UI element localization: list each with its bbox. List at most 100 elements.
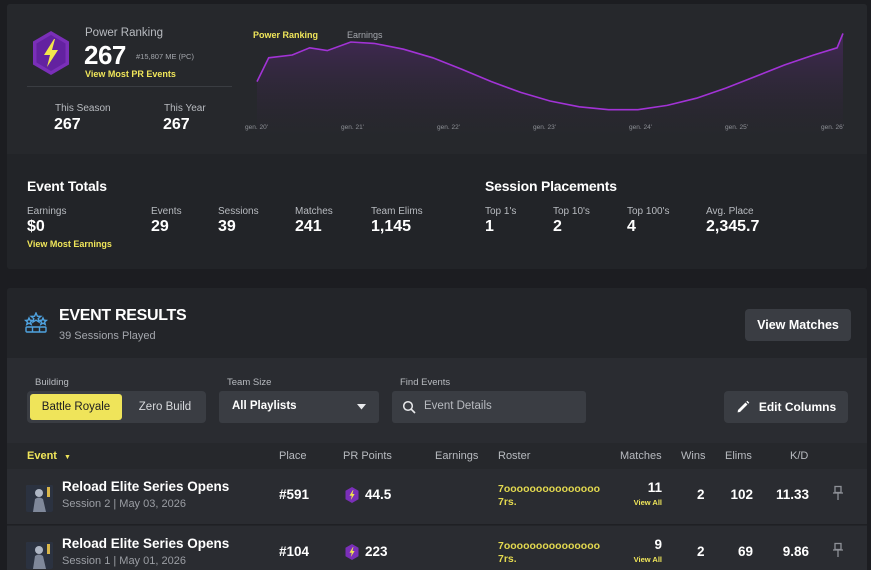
session-placements-title: Session Placements	[485, 178, 617, 194]
sessions-played: 39 Sessions Played	[59, 330, 156, 342]
totals-area: Event Totals Earnings $0 View Most Earni…	[7, 154, 867, 269]
edit-columns-button[interactable]: Edit Columns	[724, 391, 848, 423]
stats-card: Power Ranking 267 #15,807 ME (PC) View M…	[7, 4, 867, 269]
table-header: Event ▼ Place PR Points Earnings Roster …	[7, 443, 867, 469]
top100-value: 4	[627, 218, 636, 235]
event-results-header: EVENT RESULTS 39 Sessions Played View Ma…	[7, 288, 867, 358]
elims-value: 102	[730, 487, 753, 502]
power-ranking-badge-icon	[33, 31, 69, 75]
team-size-value: All Playlists	[232, 400, 297, 412]
chart-tab-power-ranking[interactable]: Power Ranking	[253, 30, 319, 40]
this-season-label: This Season	[55, 103, 111, 114]
chart-x-tick: gen. 23'	[533, 124, 556, 131]
pin-icon[interactable]	[832, 485, 844, 501]
event-thumbnail-image	[26, 542, 53, 569]
column-event-label: Event	[27, 450, 57, 462]
power-ranking-me-note: #15,807 ME (PC)	[136, 52, 194, 61]
battle-royale-option[interactable]: Battle Royale	[30, 394, 122, 420]
power-ranking-icon	[345, 544, 359, 560]
column-pr-points[interactable]: PR Points	[343, 450, 392, 462]
event-title[interactable]: Reload Elite Series Opens	[62, 479, 230, 494]
pencil-icon	[737, 400, 750, 413]
chart-x-tick: gen. 26'	[821, 124, 844, 131]
elims-value: 69	[737, 544, 753, 559]
divider	[27, 86, 232, 87]
this-season-value: 267	[54, 116, 81, 133]
place-value: #104	[279, 544, 310, 559]
chart-x-tick: gen. 20'	[245, 124, 268, 131]
roster-player[interactable]: 7ooooooooooooooo 7rs.	[498, 540, 600, 566]
search-icon	[402, 400, 416, 414]
building-toggle: Battle Royale Zero Build	[27, 391, 206, 423]
power-ranking-icon	[345, 487, 359, 503]
view-most-pr-events-link[interactable]: View Most PR Events	[85, 69, 176, 79]
this-year-label: This Year	[164, 103, 206, 114]
top1-label: Top 1's	[485, 206, 517, 217]
view-matches-button[interactable]: View Matches	[745, 309, 851, 341]
event-thumbnail	[26, 485, 53, 512]
top100-label: Top 100's	[627, 206, 670, 217]
sessions-label: Sessions	[218, 206, 259, 217]
event-thumbnail	[26, 542, 53, 569]
event-thumbnail-image	[26, 485, 53, 512]
matches-value: 241	[295, 218, 322, 235]
roster-player-name-cont: 7rs.	[498, 553, 517, 565]
roster-player-name-cont: 7rs.	[498, 496, 517, 508]
zero-build-option[interactable]: Zero Build	[138, 401, 192, 413]
event-session-date: Session 1 | May 01, 2026	[62, 555, 186, 567]
pin-icon[interactable]	[832, 542, 844, 558]
table-row[interactable]: Reload Elite Series Opens Session 1 | Ma…	[7, 526, 867, 570]
power-ranking-header: Power Ranking 267 #15,807 ME (PC) View M…	[7, 4, 867, 154]
matches-value: 11	[647, 480, 662, 495]
this-year-value: 267	[163, 116, 190, 133]
chart-x-tick: gen. 22'	[437, 124, 460, 131]
column-earnings[interactable]: Earnings	[435, 450, 479, 462]
find-events-input[interactable]: Event Details	[392, 391, 586, 423]
top10-value: 2	[553, 218, 562, 235]
power-ranking-label: Power Ranking	[85, 27, 163, 39]
team-elims-label: Team Elims	[371, 206, 423, 217]
avg-place-label: Avg. Place	[706, 206, 754, 217]
view-all-link[interactable]: View All	[633, 555, 662, 564]
place-value: #591	[279, 487, 310, 502]
pr-points-value: 223	[365, 544, 388, 559]
events-label: Events	[151, 206, 182, 217]
pr-points-value: 44.5	[365, 487, 392, 502]
earnings-label: Earnings	[27, 206, 67, 217]
chart-tab-earnings[interactable]: Earnings	[347, 30, 383, 40]
column-place[interactable]: Place	[279, 450, 307, 462]
roster-player[interactable]: 7ooooooooooooooo 7rs.	[498, 483, 600, 509]
column-wins[interactable]: Wins	[681, 450, 706, 462]
wins-value: 2	[697, 544, 705, 559]
roster-player-name: 7ooooooooooooooo	[498, 483, 601, 495]
top10-label: Top 10's	[553, 206, 590, 217]
view-all-link[interactable]: View All	[633, 498, 662, 507]
chart-x-tick: gen. 21'	[341, 124, 364, 131]
sort-desc-icon: ▼	[64, 454, 71, 461]
team-size-select[interactable]: All Playlists	[219, 391, 379, 423]
earnings-value: $0	[27, 218, 45, 235]
event-title[interactable]: Reload Elite Series Opens	[62, 536, 230, 551]
column-elims[interactable]: Elims	[725, 450, 752, 462]
kd-value: 11.33	[775, 487, 809, 502]
wins-value: 2	[697, 487, 705, 502]
event-results-card: EVENT RESULTS 39 Sessions Played View Ma…	[7, 288, 867, 570]
power-ranking-value: 267	[84, 40, 126, 70]
power-ranking-chart	[256, 33, 844, 139]
chart-line	[256, 33, 844, 111]
find-events-label: Find Events	[400, 377, 451, 388]
table-row[interactable]: Reload Elite Series Opens Session 2 | Ma…	[7, 469, 867, 525]
view-most-earnings-link[interactable]: View Most Earnings	[27, 239, 112, 249]
column-matches[interactable]: Matches	[620, 450, 662, 462]
events-value: 29	[151, 218, 169, 235]
matches-label: Matches	[295, 206, 333, 217]
avg-place-value: 2,345.7	[706, 218, 760, 235]
column-roster[interactable]: Roster	[498, 450, 531, 462]
column-kd[interactable]: K/D	[790, 450, 809, 462]
event-results-title: EVENT RESULTS	[59, 307, 187, 324]
chart-x-tick: gen. 24'	[629, 124, 652, 131]
event-totals-title: Event Totals	[27, 178, 107, 194]
chart-x-tick: gen. 25'	[725, 124, 748, 131]
column-event-sort[interactable]: Event ▼	[27, 450, 71, 462]
chevron-down-icon	[357, 404, 366, 410]
